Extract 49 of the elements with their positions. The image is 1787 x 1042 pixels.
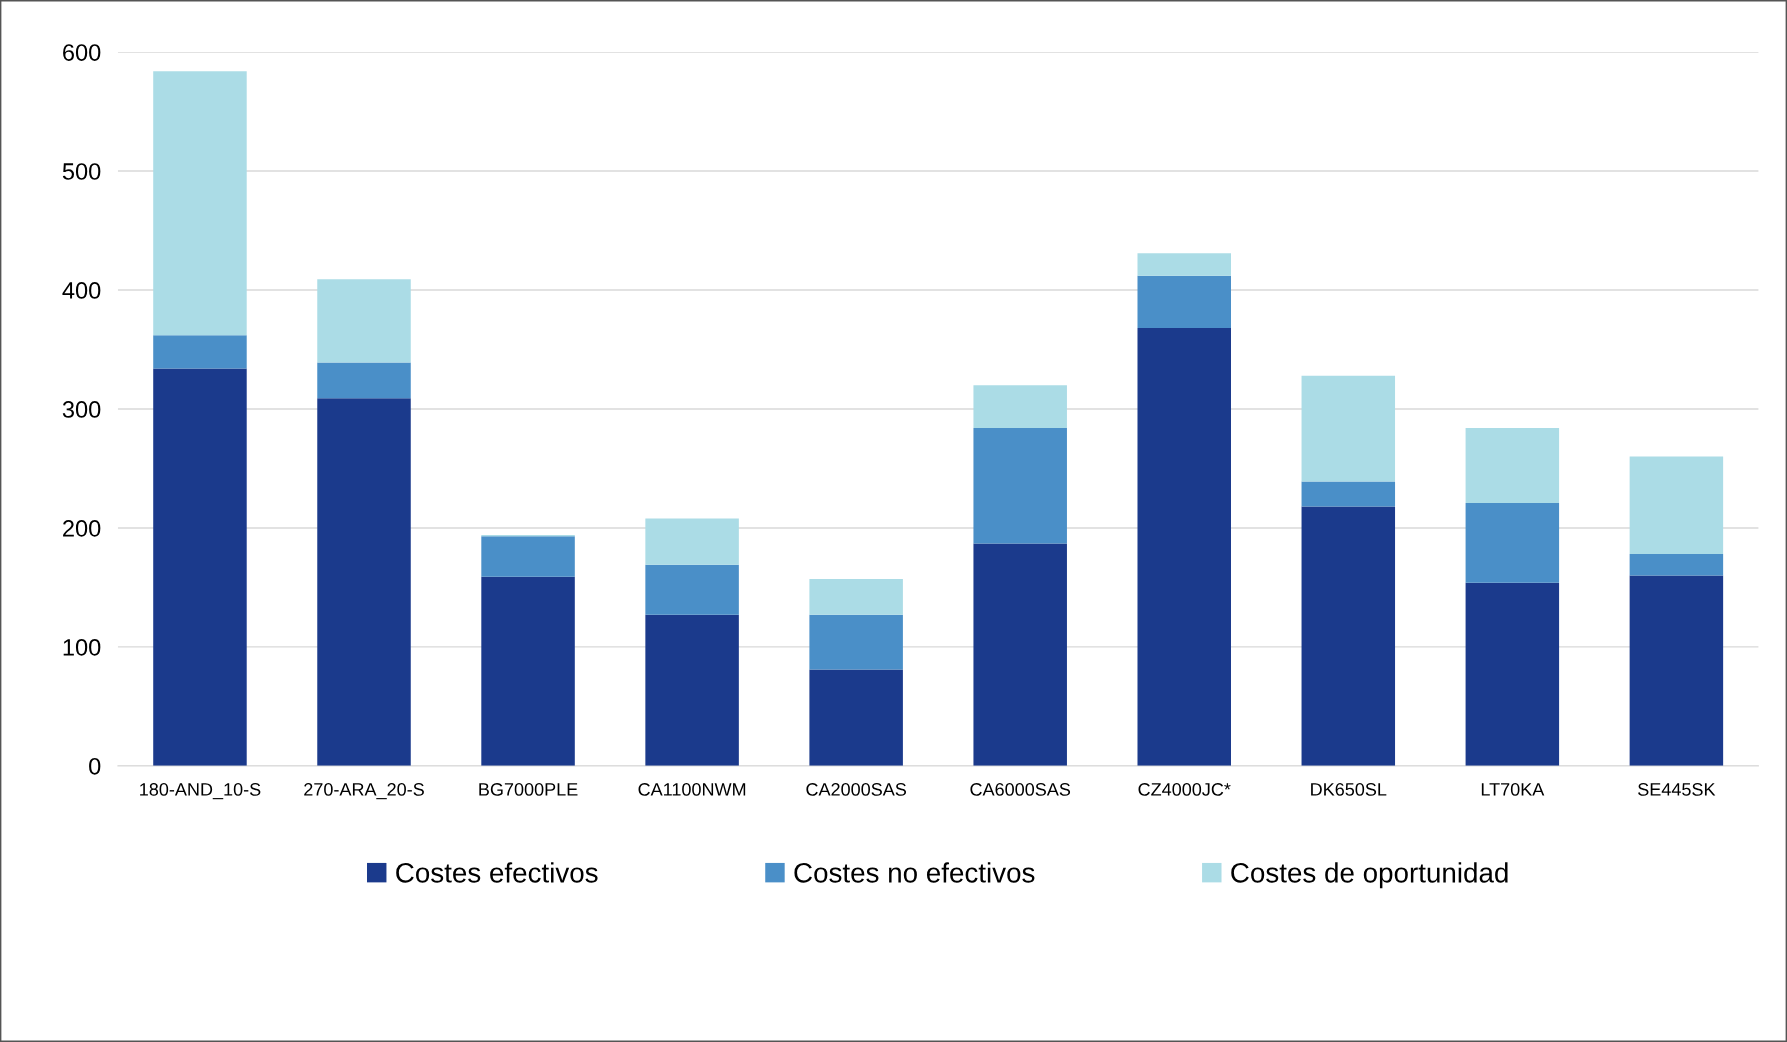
bar (1629, 456, 1724, 555)
bar (973, 428, 1067, 544)
bar (317, 279, 411, 363)
y-tick-label: 200 (63, 520, 101, 537)
x-tick-label: CA1100NWM (638, 783, 746, 796)
y-tick-label: 500 (62, 163, 101, 180)
bar (1301, 375, 1396, 482)
y-tick-label: 0 (89, 757, 101, 775)
y-tick-label: 300 (62, 401, 101, 418)
bar (153, 335, 247, 369)
bar (1629, 554, 1724, 576)
bar (809, 579, 903, 615)
x-tick-label: 270-ARA_20-S (304, 783, 424, 800)
bar (645, 518, 739, 565)
bar (317, 398, 411, 766)
legend-label: Costes no efectivos (794, 862, 1035, 883)
bar (973, 543, 1067, 766)
bar (1137, 328, 1231, 766)
bar (153, 368, 247, 766)
x-tick-label: CA6000SAS (970, 783, 1071, 796)
x-tick-label: 180-AND_10-S (140, 783, 261, 800)
bar (1465, 502, 1560, 583)
bar (481, 536, 575, 577)
bar (1465, 582, 1560, 766)
bar (1301, 506, 1396, 766)
y-tick-label: 600 (63, 44, 101, 61)
bar (153, 71, 247, 336)
y-tick-label: 100 (63, 638, 101, 656)
bar (1137, 253, 1231, 276)
x-tick-label: CA2000SAS (806, 783, 907, 796)
legend-label: Costes de oportunidad (1231, 862, 1508, 889)
bar (317, 362, 411, 399)
bar (809, 614, 903, 670)
bar (1137, 275, 1231, 329)
x-tick-label: DK650SL (1311, 783, 1387, 796)
bar (645, 614, 739, 766)
x-tick-label: CZ4000JC* (1138, 783, 1231, 796)
bar (645, 564, 739, 615)
bar (809, 669, 903, 766)
bar (1465, 428, 1560, 503)
legend-label: Costes efectivos (396, 862, 598, 883)
bar (973, 385, 1067, 429)
x-tick-label: SE445SK (1638, 783, 1716, 796)
x-tick-label: BG7000PLE (479, 783, 578, 796)
x-tick-label: LT70KA (1481, 783, 1545, 796)
bar (1629, 575, 1724, 766)
bar (481, 576, 575, 766)
y-tick-label: 400 (62, 282, 101, 299)
bar (1301, 481, 1396, 507)
